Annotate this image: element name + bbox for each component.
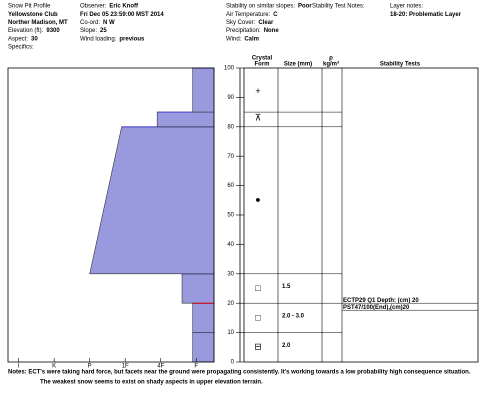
field-value: Snow Pit Profile [8,4,51,10]
field-value: Clear [258,20,274,26]
x-tick-label: I [18,364,20,370]
y-tick-label: 30 [227,271,234,277]
field-label: Wind loading: [80,36,117,42]
y-tick-label: 10 [227,330,234,336]
field-label: Stability Test Notes: [312,4,365,10]
layer [192,332,215,363]
field-value: Yellowstone Club [8,12,58,18]
field-value: C [273,12,278,18]
y-tick-label: 80 [227,124,234,130]
field-value: 30 [31,36,38,42]
x-tick-label: 1F [122,364,129,370]
x-tick-label: K [52,364,56,370]
x-tick-label: P [88,364,92,370]
y-tick-label: 60 [227,183,234,189]
field-label: Slope: [80,28,97,34]
field-value: 25 [100,28,107,34]
note: The weakest snow seems to exist on shady… [40,380,263,386]
note: Notes: ECT's were taking hard force, but… [8,370,471,376]
crystal-form: + [255,86,260,96]
crystal-size: 2.0 - 3.0 [282,313,305,319]
field-value: 18-20: Problematic Layer [390,12,462,18]
field-label: Precipitation: [226,28,261,34]
test-label: ECTP29 Q1 Depth: (cm) 20 [343,298,419,304]
crystal-form: □ [255,283,261,293]
field-label: Air Temperature: [226,12,271,18]
y-tick-label: 100 [224,66,235,72]
field-label: Observer: [80,4,107,10]
x-tick-label: F [194,364,198,370]
column-header: Size (mm) [284,62,312,68]
y-tick-label: 70 [227,154,234,160]
crystal-form: ⊼ [255,112,262,122]
field-label: Sky Cover: [226,20,256,26]
column-header: kg/m³ [323,61,339,68]
y-tick-label: 50 [227,213,234,219]
field-value: N W [103,20,115,26]
hardness-frame [7,67,215,363]
column-header: Form [255,62,270,68]
column-header: Crystal [252,56,273,62]
field-value: Poor [298,4,312,10]
x-tick-label: 4F [157,364,164,370]
column-header: ρ [329,56,333,62]
column-header: Stability Tests [380,62,421,68]
field-value: Eric Knoff [109,4,139,10]
crystal-form: ● [255,195,260,205]
field-value: Calm [244,36,259,42]
crystal-size: 1.5 [282,284,291,290]
test-label: PST47/100(End),(cm)20 [343,305,410,311]
field-value: Fri Dec 05 23:59:00 MST 2014 [80,12,164,18]
y-tick-label: 40 [227,242,234,248]
field-value: Norther Madison, MT [8,20,68,26]
layer [192,302,215,333]
layer [181,273,215,304]
field-label: Specifics: [8,45,34,51]
field-label: Stability on similar slopes: [226,4,295,10]
field-value: 9300 [46,28,60,34]
y-tick-label: 90 [227,95,234,101]
crystal-frame [243,67,479,363]
field-value: previous [119,36,145,42]
field-value: None [264,28,280,34]
field-label: Layer notes: [390,4,423,10]
y-tick-label: 0 [231,360,235,366]
crystal-form: ⊟ [254,342,262,352]
crystal-form: □ [255,312,261,322]
layer [192,67,215,113]
field-label: Aspect: [8,36,28,42]
field-label: Wind: [226,36,242,42]
field-label: Co-ord: [80,20,100,26]
y-tick-label: 20 [227,301,234,307]
layer [156,111,215,128]
crystal-size: 2.0 [282,343,291,349]
field-label: Elevation (ft): [8,28,44,34]
